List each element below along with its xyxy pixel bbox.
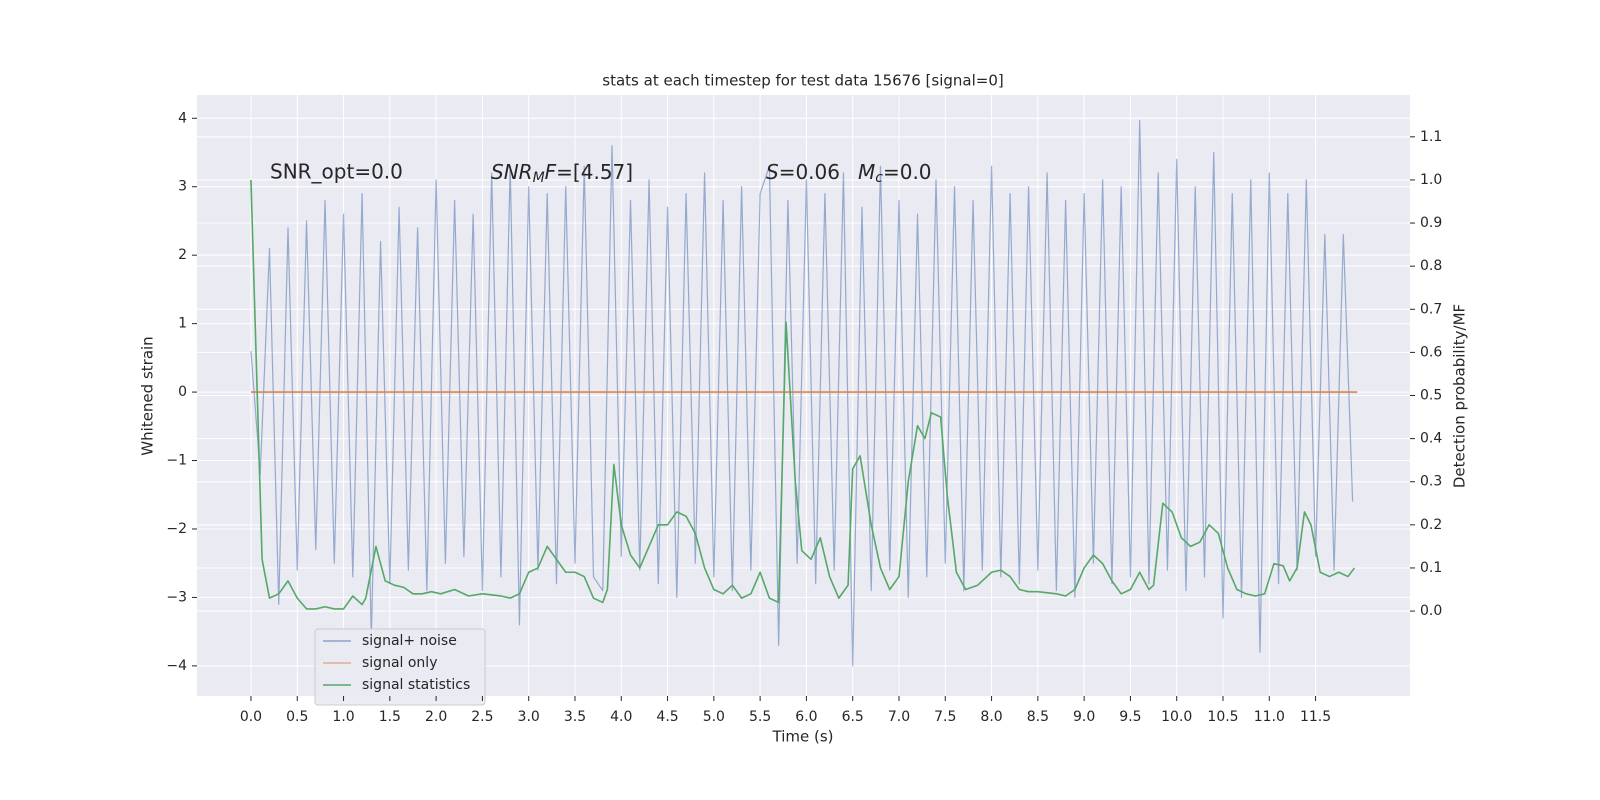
y-tick-label: 0 — [178, 384, 187, 400]
legend-box — [314, 628, 486, 706]
y-tick-label: 1 — [178, 316, 187, 332]
annotation-part: =0.0 — [883, 160, 932, 184]
x-tick-label: 10.5 — [1207, 709, 1238, 725]
y-tick-label: −2 — [166, 521, 187, 537]
y-tick-label: −4 — [166, 658, 187, 674]
x-tick-label: 10.0 — [1161, 709, 1192, 725]
y2-tick-label: 0.8 — [1420, 258, 1442, 274]
x-tick-label: 2.0 — [425, 709, 447, 725]
x-tick-label: 5.0 — [703, 709, 725, 725]
annotation-part: S — [766, 160, 779, 184]
series-line — [250, 119, 1354, 667]
y2-tick-label: 1.1 — [1420, 129, 1442, 145]
annotation-part: c — [875, 170, 883, 186]
y-tick-label: 2 — [178, 247, 187, 263]
grid — [197, 95, 1410, 696]
x-tick-label: 3.0 — [518, 709, 540, 725]
x-tick-label: 4.0 — [610, 709, 632, 725]
x-tick-label: 5.5 — [749, 709, 771, 725]
y-axis-label: Whitened strain — [139, 336, 157, 455]
x-tick-label: 7.0 — [888, 709, 910, 725]
series-line — [250, 179, 1356, 610]
x-tick-label: 4.5 — [656, 709, 678, 725]
x-tick-label: 0.0 — [240, 709, 262, 725]
x-tick-label: 6.0 — [795, 709, 817, 725]
x-tick-label: 11.5 — [1300, 709, 1331, 725]
y2-axis-label: Detection probability/MF — [1451, 304, 1469, 488]
y2-tick-label: 1.0 — [1420, 172, 1442, 188]
y2-tick-label: 0.2 — [1420, 517, 1442, 533]
y-tick-label: −3 — [166, 589, 187, 605]
x-tick-label: 0.5 — [286, 709, 308, 725]
annotation: S=0.06 — [766, 160, 840, 184]
x-tick-label: 6.5 — [842, 709, 864, 725]
annotation-part: SNR — [491, 160, 533, 184]
x-tick-label: 11.0 — [1254, 709, 1285, 725]
annotation-part: M — [533, 170, 545, 186]
annotation-part: =[4.57] — [556, 160, 633, 184]
y2-tick-label: 0.5 — [1420, 388, 1442, 404]
y-tick-label: −1 — [166, 453, 187, 469]
legend-label: signal statistics — [362, 677, 470, 693]
x-tick-label: 7.5 — [934, 709, 956, 725]
annotation: SNR_opt=0.0 — [270, 160, 403, 184]
annotation-part: F — [545, 160, 557, 184]
x-tick-label: 2.5 — [471, 709, 493, 725]
x-axis-label: Time (s) — [772, 728, 834, 746]
legend-label: signal+ noise — [362, 633, 457, 649]
annotation: SNRMF=[4.57] — [491, 160, 633, 187]
x-tick-label: 1.0 — [332, 709, 354, 725]
y2-tick-label: 0.7 — [1420, 301, 1442, 317]
x-tick-label: 9.5 — [1119, 709, 1141, 725]
y2-tick-label: 0.1 — [1420, 560, 1442, 576]
y-tick-label: 4 — [178, 110, 187, 126]
chart-title: stats at each timestep for test data 156… — [602, 72, 1003, 90]
x-tick-label: 8.5 — [1027, 709, 1049, 725]
marks — [250, 119, 1358, 667]
annotation-part: =0.06 — [779, 160, 840, 184]
x-tick-label: 1.5 — [379, 709, 401, 725]
y2-tick-label: 0.0 — [1420, 603, 1442, 619]
legend-label: signal only — [362, 655, 437, 671]
x-tick-label: 3.5 — [564, 709, 586, 725]
y2-tick-label: 0.3 — [1420, 474, 1442, 490]
legend: signal+ noise signal only signal statistic… — [314, 628, 486, 706]
y2-tick-label: 0.4 — [1420, 431, 1442, 447]
annotation-part: M — [858, 160, 875, 184]
y2-tick-label: 0.6 — [1420, 344, 1442, 360]
x-tick-label: 9.0 — [1073, 709, 1095, 725]
y2-tick-label: 0.9 — [1420, 215, 1442, 231]
x-tick-label: 8.0 — [980, 709, 1002, 725]
annotation: Mc=0.0 — [858, 160, 932, 187]
y-tick-label: 3 — [178, 179, 187, 195]
